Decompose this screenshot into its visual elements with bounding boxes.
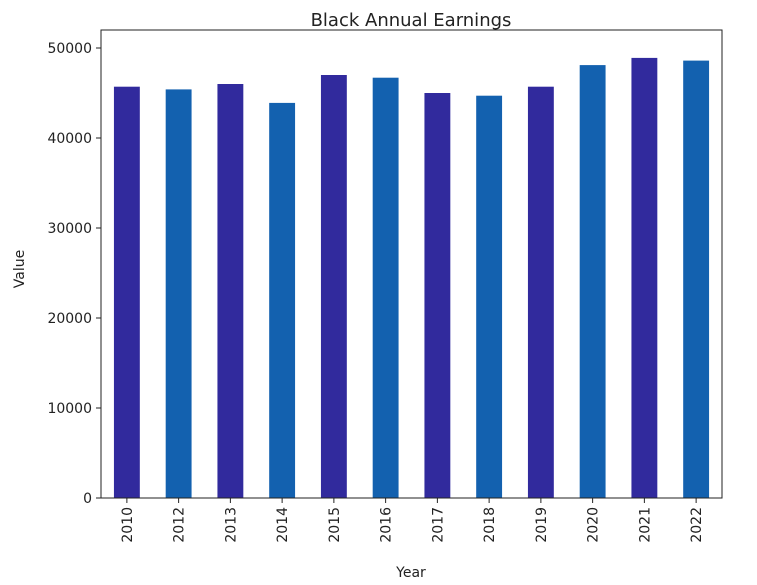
x-axis-label: Year <box>395 565 426 581</box>
x-tick-label-2017: 2017 <box>430 507 446 543</box>
bar-2016 <box>372 77 399 498</box>
bar-2019 <box>527 86 554 498</box>
bar-2015 <box>320 75 347 498</box>
x-tick-label-2016: 2016 <box>379 507 395 543</box>
x-axis: 2010 2012 2013 2014 2015 2016 2017 2018 2019 2020… <box>120 498 705 543</box>
bar-2022 <box>683 60 710 498</box>
x-tick-label-2010: 2010 <box>120 507 136 543</box>
bars-group <box>113 57 710 499</box>
x-tick-label-2012: 2012 <box>172 507 188 543</box>
x-tick-label-2019: 2019 <box>534 507 550 543</box>
x-tick-label-2022: 2022 <box>689 507 705 543</box>
plot-frame <box>100 29 723 499</box>
y-tick-label-0: 0 <box>83 491 92 507</box>
x-tick-label-2014: 2014 <box>275 507 291 543</box>
bar-2021 <box>631 57 658 499</box>
bar-2010 <box>113 86 140 498</box>
chart-title: Black Annual Earnings <box>311 10 512 31</box>
x-tick-label-2018: 2018 <box>482 507 498 543</box>
bar-2020 <box>579 65 606 498</box>
bar-2012 <box>165 89 192 499</box>
bar-2018 <box>476 95 503 498</box>
x-tick-label-2015: 2015 <box>327 507 343 543</box>
y-tick-label-10000: 10000 <box>47 401 92 417</box>
y-tick-label-30000: 30000 <box>47 221 92 237</box>
bar-2014 <box>269 102 296 499</box>
x-tick-label-2020: 2020 <box>586 507 602 543</box>
y-tick-label-40000: 40000 <box>47 131 92 147</box>
y-tick-label-50000: 50000 <box>47 41 92 57</box>
y-tick-label-20000: 20000 <box>47 311 92 327</box>
x-tick-label-2013: 2013 <box>223 507 239 543</box>
bar-2017 <box>424 93 451 498</box>
x-tick-label-2021: 2021 <box>637 507 653 543</box>
y-axis: 0 10000 20000 30000 40000 50000 <box>47 41 101 507</box>
y-axis-label: Value <box>12 250 28 288</box>
bar-2013 <box>217 84 244 498</box>
